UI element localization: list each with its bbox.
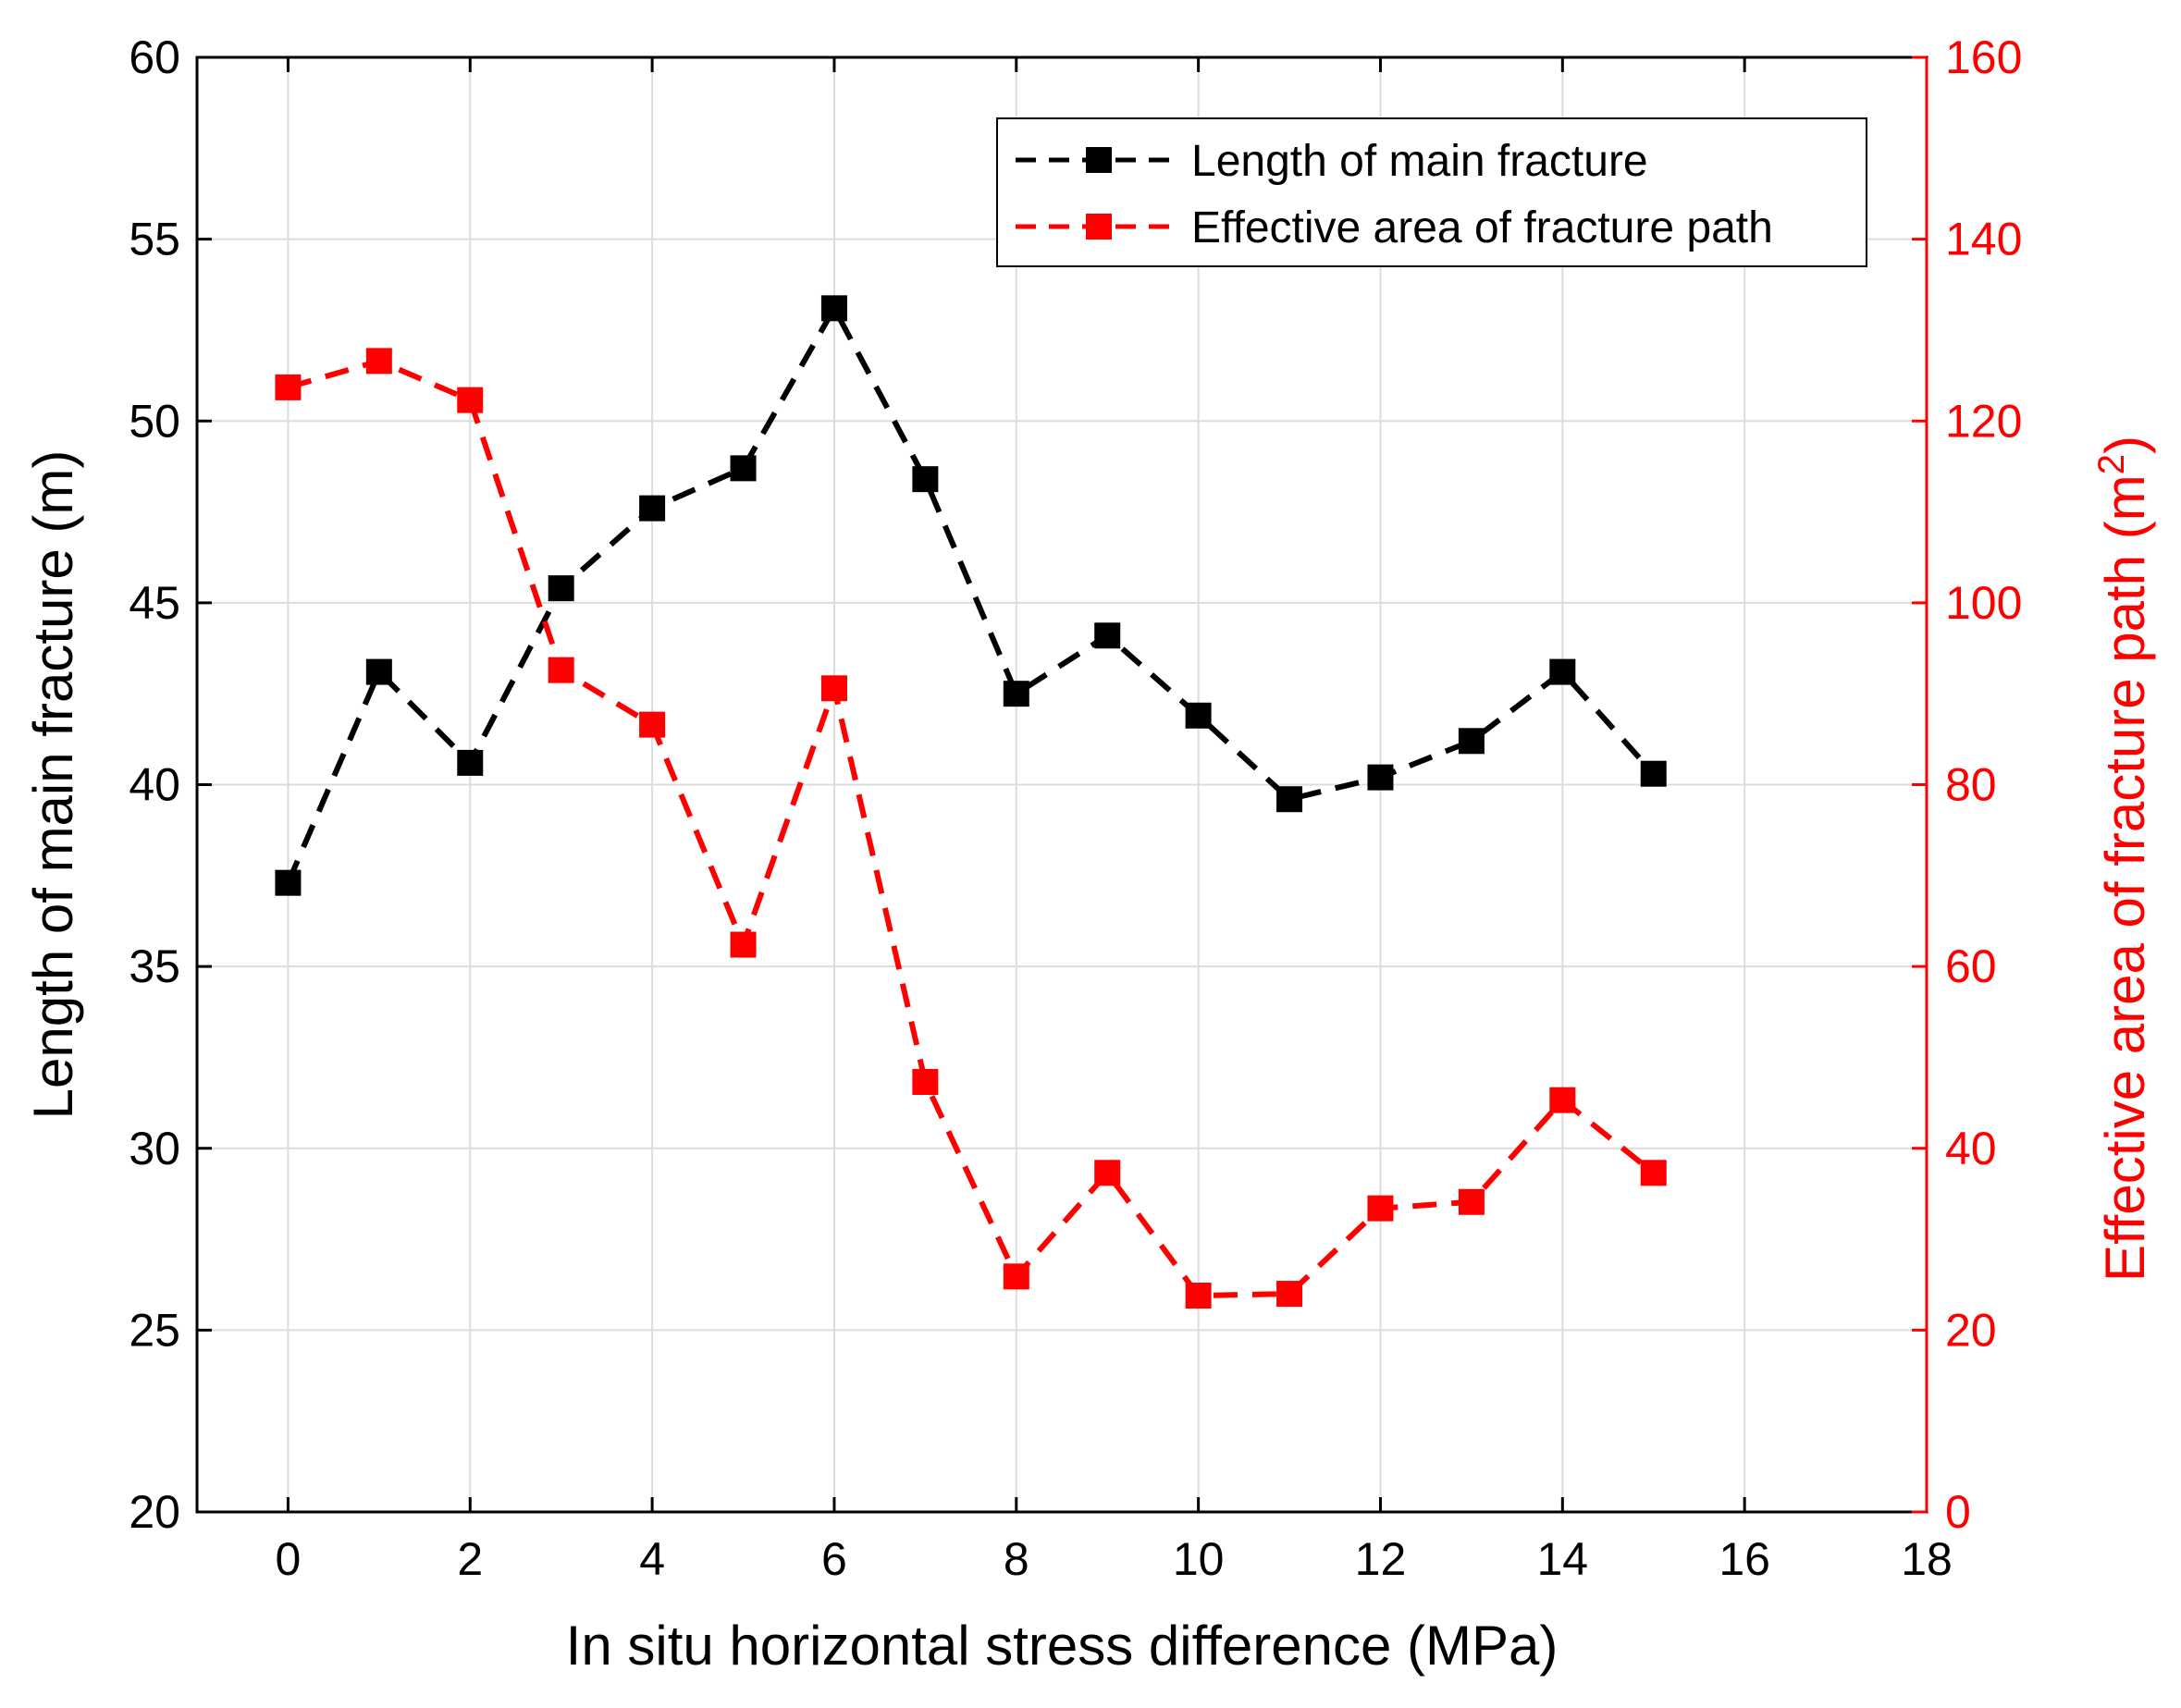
series-0-point — [1367, 764, 1394, 791]
series-0-point — [1549, 658, 1576, 685]
series-line-0 — [285, 305, 1656, 884]
series-1-point — [457, 387, 484, 413]
series-line-1 — [287, 358, 1656, 1299]
series-0-point — [275, 869, 302, 896]
x-tick-label: 16 — [1719, 1533, 1770, 1585]
series-1-point — [1458, 1188, 1485, 1215]
series-1-point — [1185, 1283, 1212, 1309]
series-1-point — [1640, 1160, 1667, 1186]
x-tick-label: 10 — [1173, 1533, 1225, 1585]
y-left-tick-label: 45 — [129, 577, 180, 629]
y-left-tick-label: 40 — [129, 759, 180, 811]
series-0-point — [912, 466, 939, 493]
x-tick-label: 4 — [639, 1533, 665, 1585]
series-0-point — [1003, 681, 1029, 707]
series-1-point — [912, 1068, 939, 1095]
y-axis-left-label: Length of main fracture (m) — [22, 450, 84, 1120]
series-0-point — [1094, 622, 1121, 649]
series-1-point — [1367, 1195, 1394, 1222]
y-left-tick-label: 30 — [129, 1123, 180, 1174]
series-1-point — [365, 348, 392, 375]
series-0-point — [1185, 702, 1212, 729]
y-axis-right-label-main: Effective area of fracture path (m — [2094, 474, 2156, 1282]
series-0-point — [820, 295, 847, 322]
y-right-tick-label: 60 — [1945, 940, 1997, 992]
y-axis-right-label-close: ) — [2094, 436, 2156, 454]
series-0-point — [730, 455, 757, 482]
y-right-tick-label: 120 — [1945, 395, 2022, 447]
y-right-tick-label: 160 — [1945, 31, 2022, 83]
y-left-tick-label: 55 — [129, 214, 180, 265]
x-axis-label: In situ horizontal stress difference (MP… — [566, 1615, 1559, 1677]
series-0-point — [1458, 728, 1485, 755]
y-right-tick-label: 100 — [1945, 577, 2022, 629]
legend-box — [996, 117, 1867, 267]
y-axis-right-label: Effective area of fracture path (m2) — [2091, 436, 2156, 1282]
series-1-point — [1003, 1263, 1029, 1290]
y-left-tick-label: 35 — [129, 940, 180, 992]
y-axis-right-label-superscript: 2 — [2091, 454, 2132, 474]
x-tick-label: 14 — [1537, 1533, 1589, 1585]
x-tick-label: 12 — [1355, 1533, 1407, 1585]
y-right-tick-label: 80 — [1945, 759, 1997, 811]
series-1-point — [275, 374, 302, 400]
series-1-point — [1276, 1281, 1303, 1308]
legend: Length of main fracture Effective area o… — [996, 117, 1867, 267]
tick-marks: 0 2 4 6 8 10 12 14 16 18 20 25 30 35 40 45 50 55 60 0 20 40 60… — [129, 31, 2022, 1585]
legend-marker-length-main-fracture — [1086, 147, 1112, 173]
x-tick-label: 6 — [821, 1533, 847, 1585]
series-0-point — [1276, 786, 1303, 813]
legend-label-length-main-fracture: Length of main fracture — [1191, 137, 1648, 186]
series-layer — [275, 295, 1667, 1309]
legend-marker-effective-area — [1086, 214, 1112, 240]
series-0-point — [639, 495, 666, 522]
x-tick-label: 2 — [457, 1533, 483, 1585]
x-tick-label: 8 — [1004, 1533, 1029, 1585]
series-0-point — [457, 749, 484, 776]
series-1-point — [730, 931, 757, 958]
series-0-point — [365, 658, 392, 685]
y-left-tick-label: 60 — [129, 31, 180, 83]
series-0-point — [1640, 760, 1667, 787]
x-tick-label: 18 — [1901, 1533, 1953, 1585]
series-0-point — [548, 575, 574, 602]
series-1-point — [548, 657, 574, 683]
y-right-tick-label: 0 — [1945, 1486, 1971, 1538]
y-right-tick-label: 20 — [1945, 1304, 1997, 1356]
series-1-point — [1094, 1160, 1121, 1186]
series-1-point — [639, 711, 666, 738]
x-tick-label: 0 — [276, 1533, 302, 1585]
y-right-tick-label: 40 — [1945, 1123, 1997, 1174]
series-1-point — [1549, 1087, 1576, 1113]
y-left-tick-label: 50 — [129, 395, 180, 447]
y-right-tick-label: 140 — [1945, 214, 2022, 265]
y-left-tick-label: 25 — [129, 1304, 180, 1356]
legend-label-effective-area: Effective area of fracture path — [1191, 203, 1773, 252]
series-1-point — [820, 675, 847, 702]
y-left-tick-label: 20 — [129, 1486, 180, 1538]
